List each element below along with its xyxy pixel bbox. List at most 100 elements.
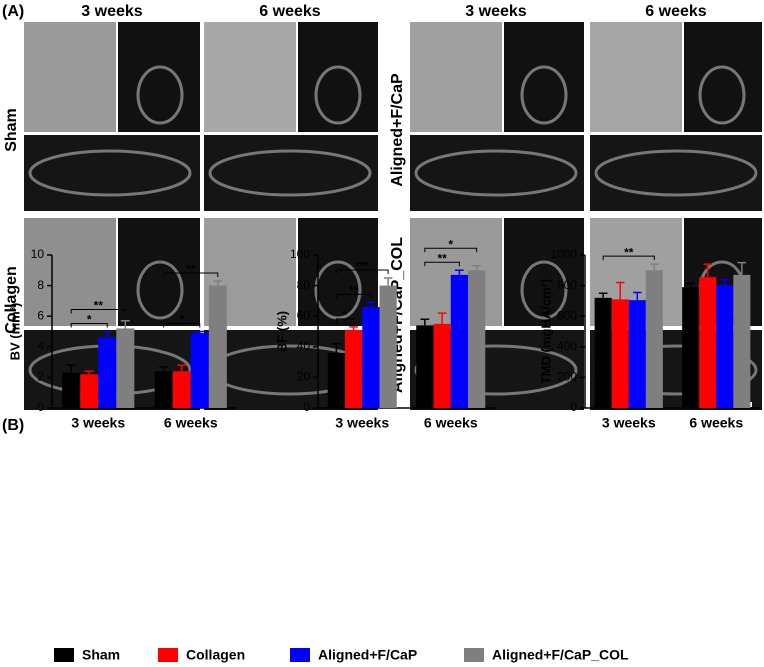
error-bar [737, 261, 747, 275]
bar [98, 337, 117, 408]
error-bar [366, 301, 376, 308]
significance-bracket [424, 261, 460, 267]
significance-bracket [602, 255, 655, 261]
y-tick-label: 8 [37, 278, 44, 292]
error-bar [650, 263, 659, 271]
bar [594, 297, 612, 408]
error-bar [420, 318, 430, 326]
error-bar [84, 370, 94, 375]
x-tick-label: 6 weeks [689, 415, 743, 431]
bar [154, 371, 173, 408]
bar [327, 352, 345, 408]
error-bar [349, 326, 358, 330]
significance-label: ** [349, 284, 359, 298]
bar [80, 374, 99, 408]
y-tick-label: 600 [557, 308, 577, 322]
x-tick-label: 6 weeks [424, 415, 478, 431]
bar [416, 325, 434, 408]
legend-label: Aligned+F/CaP [318, 647, 417, 663]
y-tick-label: 100 [290, 247, 310, 261]
bar [344, 329, 363, 408]
y-tick-label: 400 [557, 339, 577, 353]
error-bar [332, 342, 341, 353]
row-label: Aligned+F/CaP [389, 73, 406, 187]
error-bar [686, 282, 695, 288]
significance-bracket [335, 318, 355, 323]
error-bar [455, 269, 464, 275]
error-bar [615, 281, 625, 300]
error-bar [195, 330, 205, 334]
significance-label: * [448, 237, 453, 251]
bar [468, 270, 486, 408]
panel-label: (B) [2, 417, 24, 434]
column-header: 6 weeks [259, 3, 320, 20]
bar [628, 300, 646, 408]
y-tick-label: 0 [303, 400, 310, 414]
y-tick-label: 10 [31, 247, 45, 261]
significance-label: ** [94, 299, 104, 313]
bar [116, 328, 135, 408]
bar [362, 307, 380, 408]
y-tick-label: 20 [297, 370, 311, 384]
bar [450, 274, 469, 408]
bar [172, 371, 191, 408]
significance-bracket [335, 269, 389, 274]
legend-swatch [158, 648, 178, 662]
column-header: 3 weeks [81, 3, 142, 20]
significance-bracket [163, 323, 201, 328]
error-bar [633, 291, 642, 301]
y-tick-label: 40 [297, 339, 311, 353]
bar [379, 285, 397, 408]
bar [611, 299, 629, 408]
significance-label: * [179, 313, 184, 327]
y-tick-label: 80 [297, 278, 311, 292]
panel-label: (A) [2, 3, 24, 20]
legend-swatch [54, 648, 74, 662]
error-bar [383, 277, 393, 286]
x-tick-label: 6 weeks [164, 415, 218, 431]
bar [716, 284, 734, 408]
bar [645, 270, 663, 408]
error-bar [66, 364, 76, 373]
error-bar [437, 312, 447, 324]
significance-label: * [87, 313, 92, 327]
error-bar [102, 330, 112, 338]
x-tick-label: 3 weeks [71, 415, 125, 431]
error-bar [598, 292, 608, 298]
y-tick-label: 4 [37, 339, 44, 353]
y-tick-label: 60 [297, 308, 311, 322]
error-bar [120, 320, 130, 329]
error-bar [213, 280, 223, 286]
bar [699, 277, 717, 408]
significance-bracket [163, 272, 219, 278]
significance-bracket [70, 309, 126, 314]
significance-label: * [343, 308, 348, 322]
legend-label: Collagen [186, 647, 245, 663]
y-tick-label: 0 [37, 400, 44, 414]
bar [190, 333, 209, 408]
bar [682, 287, 700, 408]
column-header: 3 weeks [465, 3, 526, 20]
significance-label: ** [624, 245, 634, 259]
y-tick-label: 2 [37, 370, 44, 384]
y-tick-label: 1000 [550, 247, 577, 261]
legend-label: Sham [82, 647, 120, 663]
y-axis-label: BF (%) [274, 311, 289, 352]
error-bar [177, 364, 187, 372]
bar [208, 285, 227, 408]
x-tick-label: 3 weeks [335, 415, 389, 431]
row-label: Sham [3, 108, 20, 152]
y-axis-label: TMD (mgHA/cm³) [538, 279, 553, 384]
error-bar [703, 263, 712, 278]
y-tick-label: 0 [570, 400, 577, 414]
legend-swatch [290, 648, 310, 662]
bar [62, 372, 81, 408]
y-tick-label: 800 [557, 278, 577, 292]
error-bar [720, 278, 730, 285]
significance-bracket [335, 293, 372, 299]
significance-bracket [424, 247, 478, 253]
y-tick-label: 6 [37, 308, 44, 322]
error-bar [472, 264, 481, 271]
legend-label: Aligned+F/CaP_COL [492, 647, 629, 663]
